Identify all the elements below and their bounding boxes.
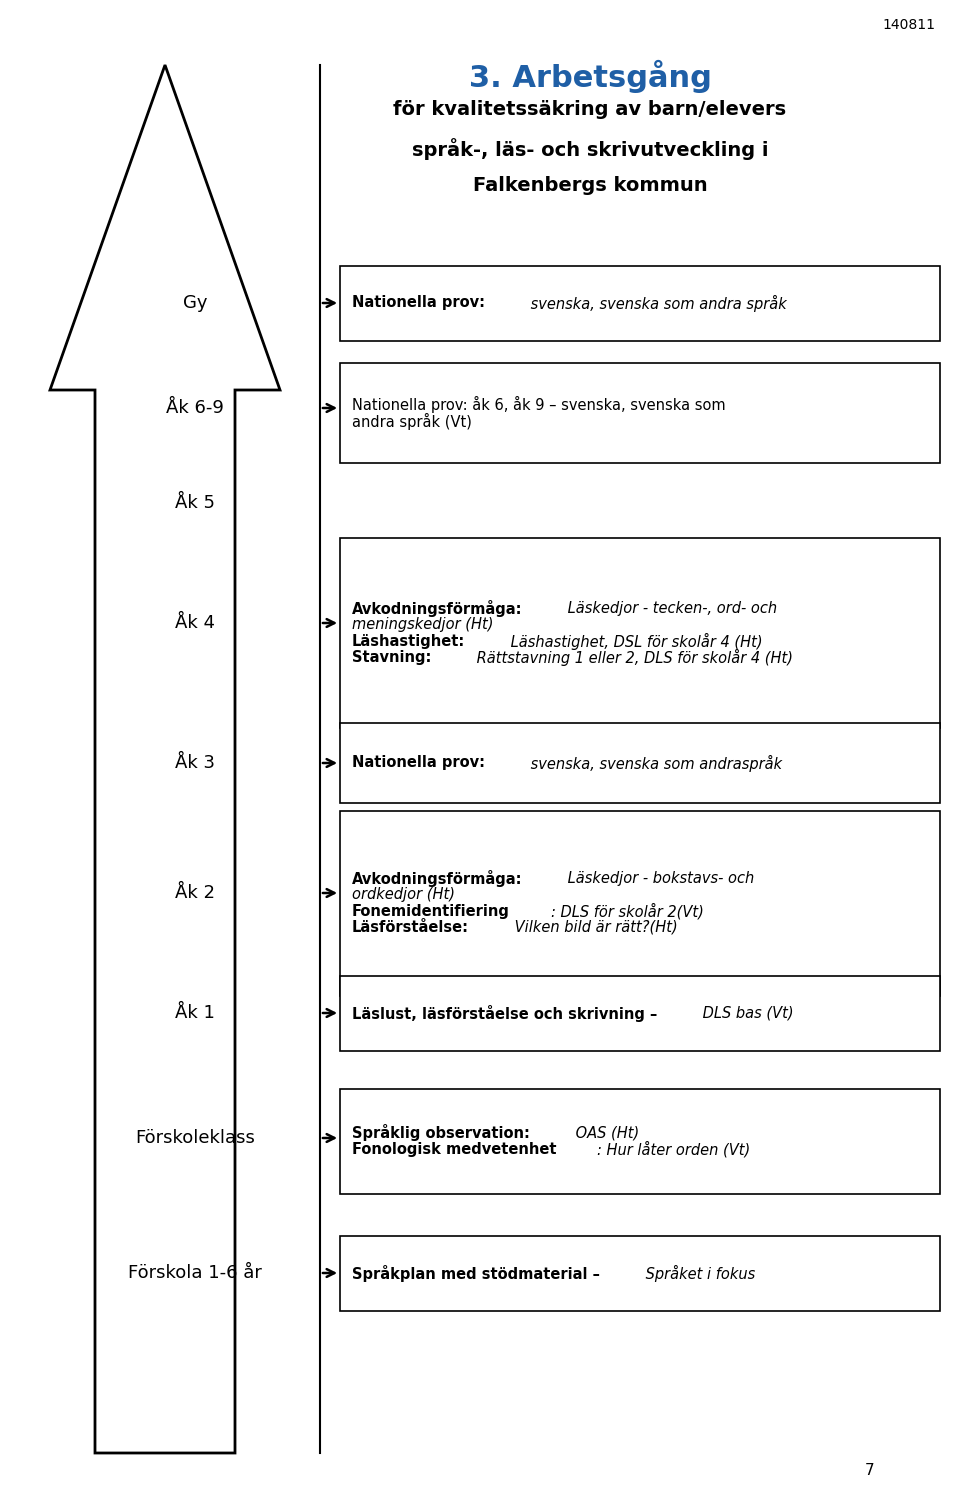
Text: Nationella prov: åk 6, åk 9 – svenska, svenska som: Nationella prov: åk 6, åk 9 – svenska, s… <box>352 397 726 413</box>
Bar <box>340 810 940 995</box>
Bar <box>340 1088 940 1193</box>
Text: OAS (Ht): OAS (Ht) <box>570 1126 639 1141</box>
Text: Avkodningsförmåga:: Avkodningsförmåga: <box>352 870 522 887</box>
Text: Språket i fokus: Språket i fokus <box>640 1264 755 1282</box>
Text: : Hur låter orden (Vt): : Hur låter orden (Vt) <box>597 1141 751 1157</box>
Text: Åk 3: Åk 3 <box>175 755 215 773</box>
Text: Nationella prov:: Nationella prov: <box>352 756 485 771</box>
Text: Åk 1: Åk 1 <box>175 1004 215 1022</box>
Bar <box>340 723 940 803</box>
Text: 3. Arbetsgång: 3. Arbetsgång <box>468 60 711 93</box>
Text: Läshastighet, DSL för skolår 4 (Ht): Läshastighet, DSL för skolår 4 (Ht) <box>506 633 762 649</box>
Bar <box>340 538 940 727</box>
Text: Språklig observation:: Språklig observation: <box>352 1124 530 1141</box>
Bar <box>340 1235 940 1311</box>
Text: 7: 7 <box>865 1462 875 1477</box>
Bar <box>340 364 940 463</box>
Text: Förskola 1-6 år: Förskola 1-6 år <box>128 1264 262 1282</box>
Text: Åk 4: Åk 4 <box>175 615 215 631</box>
Text: Gy: Gy <box>182 295 207 313</box>
Text: Åk 6-9: Åk 6-9 <box>166 398 224 416</box>
Text: Nationella prov:: Nationella prov: <box>352 296 485 311</box>
Text: språk-, läs- och skrivutveckling i: språk-, läs- och skrivutveckling i <box>412 138 768 159</box>
Text: Läshastighet:: Läshastighet: <box>352 634 466 649</box>
Text: Vilken bild är rätt?(Ht): Vilken bild är rätt?(Ht) <box>510 920 678 935</box>
Text: 140811: 140811 <box>882 18 935 32</box>
Text: Språkplan med stödmaterial –: Språkplan med stödmaterial – <box>352 1264 600 1282</box>
Text: Fonemidentifiering: Fonemidentifiering <box>352 903 510 918</box>
Text: svenska, svenska som andraspråk: svenska, svenska som andraspråk <box>526 755 782 771</box>
Text: Läslust, läsförståelse och skrivning –: Läslust, läsförståelse och skrivning – <box>352 1004 658 1022</box>
Text: DLS bas (Vt): DLS bas (Vt) <box>698 1006 794 1021</box>
Text: ordkedjor (Ht): ordkedjor (Ht) <box>352 887 455 902</box>
Text: andra språk (Vt): andra språk (Vt) <box>352 413 472 430</box>
Text: meningskedjor (Ht): meningskedjor (Ht) <box>352 618 493 633</box>
Text: Avkodningsförmåga:: Avkodningsförmåga: <box>352 600 522 618</box>
Text: Stavning:: Stavning: <box>352 649 431 664</box>
Bar <box>340 266 940 341</box>
Text: Falkenbergs kommun: Falkenbergs kommun <box>472 176 708 195</box>
Text: Förskoleklass: Förskoleklass <box>135 1129 255 1147</box>
Text: : DLS för skolår 2(Vt): : DLS för skolår 2(Vt) <box>551 903 704 920</box>
Text: svenska, svenska som andra språk: svenska, svenska som andra språk <box>526 295 786 311</box>
Text: Läskedjor - bokstavs- och: Läskedjor - bokstavs- och <box>564 872 755 887</box>
Bar <box>340 975 940 1051</box>
Text: Rättstavning 1 eller 2, DLS för skolår 4 (Ht): Rättstavning 1 eller 2, DLS för skolår 4… <box>472 649 793 666</box>
Text: Åk 2: Åk 2 <box>175 884 215 902</box>
Text: Läskedjor - tecken-, ord- och: Läskedjor - tecken-, ord- och <box>564 601 778 616</box>
Text: för kvalitetssäkring av barn/elevers: för kvalitetssäkring av barn/elevers <box>394 101 786 119</box>
Text: Läsförståelse:: Läsförståelse: <box>352 920 469 935</box>
Text: Åk 5: Åk 5 <box>175 494 215 513</box>
Text: Fonologisk medvetenhet: Fonologisk medvetenhet <box>352 1142 557 1157</box>
